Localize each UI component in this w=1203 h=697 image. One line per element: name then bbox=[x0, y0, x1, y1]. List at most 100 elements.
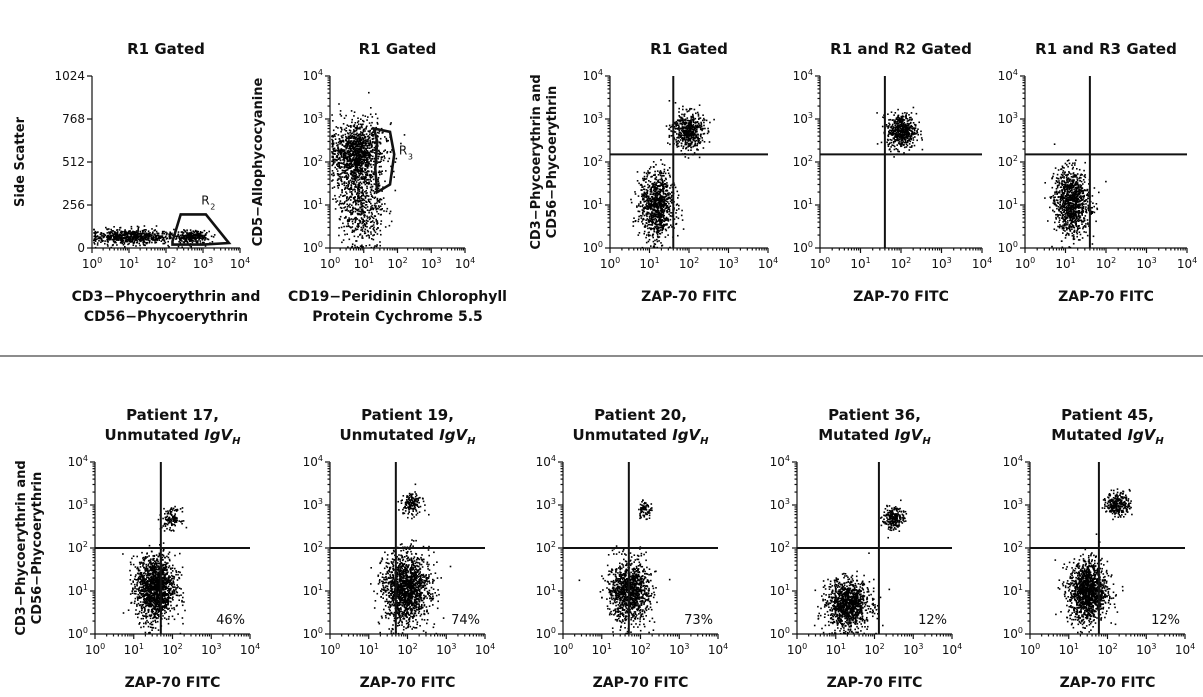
data-point bbox=[350, 226, 352, 229]
data-point bbox=[147, 236, 149, 238]
data-point bbox=[359, 140, 362, 143]
data-point bbox=[353, 137, 356, 140]
data-point bbox=[670, 184, 672, 187]
data-point bbox=[373, 246, 376, 249]
data-point bbox=[211, 241, 214, 243]
data-point bbox=[646, 208, 649, 210]
data-point bbox=[142, 235, 144, 238]
data-point bbox=[664, 228, 667, 231]
data-point bbox=[93, 235, 95, 238]
data-point bbox=[156, 239, 158, 242]
data-point bbox=[351, 194, 353, 196]
data-point bbox=[337, 178, 339, 180]
data-point bbox=[110, 246, 113, 249]
y-tick-label: 101 bbox=[583, 197, 603, 212]
data-point bbox=[904, 125, 907, 127]
data-point bbox=[666, 210, 668, 212]
data-point bbox=[676, 203, 679, 205]
data-point bbox=[366, 173, 369, 175]
data-point bbox=[186, 231, 188, 234]
data-point bbox=[100, 241, 102, 243]
data-point bbox=[188, 232, 190, 234]
data-point bbox=[652, 240, 655, 243]
data-point bbox=[370, 151, 373, 153]
data-point bbox=[139, 233, 142, 235]
data-point bbox=[656, 235, 659, 238]
data-point bbox=[645, 219, 647, 221]
data-point bbox=[331, 145, 334, 148]
data-point bbox=[686, 134, 689, 137]
data-point bbox=[654, 181, 656, 184]
data-point bbox=[349, 191, 351, 193]
data-point bbox=[372, 217, 375, 220]
data-point bbox=[692, 139, 694, 141]
data-point bbox=[693, 108, 696, 111]
data-point bbox=[690, 141, 693, 143]
data-point bbox=[357, 137, 359, 140]
data-point bbox=[346, 187, 349, 189]
data-point bbox=[349, 155, 351, 157]
data-point bbox=[361, 152, 364, 154]
data-point bbox=[680, 150, 683, 152]
data-point bbox=[693, 134, 696, 136]
data-point bbox=[125, 235, 128, 238]
data-point bbox=[368, 163, 370, 165]
data-point bbox=[645, 181, 647, 183]
data-point bbox=[108, 235, 111, 238]
data-point bbox=[647, 204, 649, 207]
data-point bbox=[668, 213, 670, 215]
data-point bbox=[334, 194, 336, 197]
data-point bbox=[343, 159, 346, 161]
data-point bbox=[905, 115, 907, 118]
data-point bbox=[371, 186, 373, 188]
data-point bbox=[346, 197, 348, 200]
data-point bbox=[657, 215, 659, 218]
data-point bbox=[345, 215, 347, 218]
data-point bbox=[346, 233, 348, 235]
data-point bbox=[337, 153, 340, 156]
data-point bbox=[690, 146, 692, 149]
data-point bbox=[196, 231, 198, 233]
data-point bbox=[337, 173, 340, 175]
data-point bbox=[114, 240, 116, 243]
data-point bbox=[204, 239, 206, 241]
data-point bbox=[365, 176, 367, 179]
data-point bbox=[895, 131, 898, 134]
data-point bbox=[382, 197, 385, 199]
data-point bbox=[682, 140, 684, 142]
data-point bbox=[652, 183, 655, 186]
data-point bbox=[351, 245, 354, 248]
data-point bbox=[356, 139, 358, 141]
data-point bbox=[144, 229, 147, 231]
data-point bbox=[353, 155, 356, 157]
data-point bbox=[370, 107, 372, 109]
data-point bbox=[341, 172, 343, 174]
data-point bbox=[357, 117, 359, 119]
data-point bbox=[664, 183, 666, 185]
data-point bbox=[363, 149, 366, 151]
data-point bbox=[700, 133, 702, 136]
data-point bbox=[661, 231, 663, 234]
data-point bbox=[374, 188, 377, 190]
data-point bbox=[670, 130, 672, 132]
data-point bbox=[373, 221, 375, 224]
x-tick-label: 100 bbox=[1015, 256, 1035, 271]
data-point bbox=[656, 220, 659, 223]
data-point bbox=[357, 235, 359, 238]
data-point bbox=[691, 126, 694, 129]
data-point bbox=[356, 121, 359, 124]
data-point bbox=[679, 127, 682, 130]
data-point bbox=[369, 221, 372, 223]
data-point bbox=[380, 127, 383, 130]
data-point bbox=[206, 232, 208, 234]
data-point bbox=[645, 195, 647, 197]
data-point bbox=[200, 234, 203, 236]
data-point bbox=[691, 132, 694, 135]
data-point bbox=[630, 201, 633, 204]
data-point bbox=[638, 210, 641, 213]
data-point bbox=[358, 212, 360, 215]
data-point bbox=[368, 209, 370, 212]
data-point bbox=[682, 137, 685, 140]
data-point bbox=[693, 127, 696, 130]
data-point bbox=[135, 235, 138, 238]
